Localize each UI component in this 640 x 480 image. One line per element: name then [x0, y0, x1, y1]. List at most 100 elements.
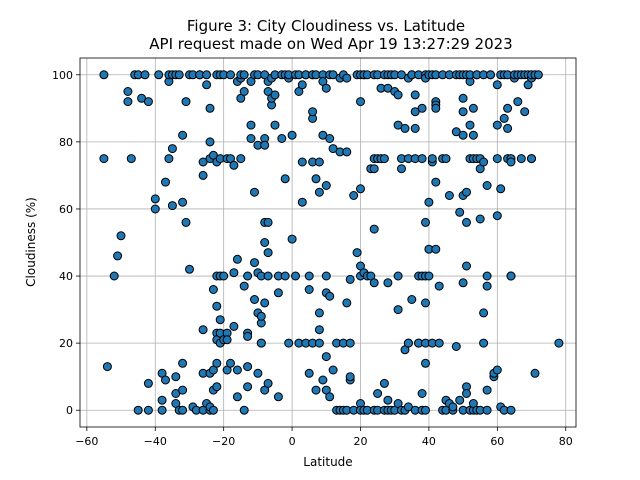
data-point: [229, 160, 239, 170]
x-tick-label: 0: [289, 435, 296, 448]
data-point: [448, 402, 458, 412]
data-point: [410, 123, 420, 133]
data-point: [397, 164, 406, 174]
data-point: [215, 315, 225, 325]
data-point: [421, 358, 430, 368]
data-point: [243, 331, 253, 341]
data-point: [400, 123, 410, 133]
data-point: [314, 157, 324, 167]
data-point: [492, 365, 502, 375]
data-point: [373, 389, 383, 398]
data-point: [468, 130, 478, 140]
data-point: [239, 87, 249, 96]
data-point: [441, 154, 451, 164]
data-point: [383, 278, 393, 288]
data-point: [154, 70, 164, 80]
data-point: [314, 338, 324, 348]
data-point: [421, 217, 430, 227]
plot-frame: [79, 57, 577, 428]
data-point: [167, 201, 177, 211]
data-point: [123, 87, 133, 96]
data-point: [369, 164, 379, 174]
data-point: [554, 338, 564, 348]
data-point: [212, 382, 222, 392]
data-point: [342, 73, 352, 83]
data-point: [513, 97, 523, 107]
data-point: [243, 271, 253, 281]
data-point: [325, 392, 335, 402]
data-point: [270, 120, 280, 130]
data-point: [516, 154, 526, 164]
data-point: [356, 97, 365, 107]
data-point: [468, 103, 478, 113]
y-axis-label: Cloudiness (%): [24, 197, 38, 287]
data-point: [250, 187, 259, 197]
data-point: [462, 389, 471, 398]
data-point: [273, 288, 283, 298]
data-point: [482, 271, 492, 281]
axis-ticks: −60 −40 −20 0 20 40 60 80 0 20 40 60 80 100: [52, 69, 573, 448]
data-point: [379, 154, 389, 164]
data-point: [297, 157, 307, 167]
data-point: [421, 405, 430, 415]
data-point: [287, 130, 297, 140]
data-point: [178, 197, 188, 207]
data-point: [202, 70, 212, 80]
data-point: [229, 268, 239, 278]
data-point: [239, 405, 249, 415]
data-point: [304, 285, 314, 294]
data-point: [427, 154, 437, 164]
data-point: [181, 217, 191, 227]
data-point: [345, 372, 355, 382]
data-point: [328, 365, 338, 375]
data-point: [133, 405, 143, 415]
y-tick-label: 80: [59, 136, 73, 149]
data-point: [116, 231, 126, 241]
data-point: [256, 311, 266, 321]
data-point: [499, 113, 509, 123]
data-point: [311, 385, 321, 395]
x-tick-label: −20: [212, 435, 235, 448]
data-point: [109, 271, 119, 281]
x-tick-label: 20: [353, 435, 367, 448]
data-point: [222, 335, 232, 345]
data-point: [113, 251, 123, 261]
data-point: [410, 90, 420, 100]
data-point: [342, 298, 352, 308]
data-point: [263, 248, 273, 258]
data-point: [530, 368, 540, 378]
data-point: [458, 278, 468, 288]
data-point: [527, 154, 536, 164]
x-tick-label: −40: [144, 435, 167, 448]
data-points: [99, 70, 564, 415]
data-point: [250, 295, 259, 304]
data-point: [174, 70, 184, 80]
data-point: [297, 80, 307, 90]
data-point: [321, 83, 331, 93]
data-point: [178, 405, 188, 415]
data-point: [314, 308, 324, 318]
x-tick-label: −60: [75, 435, 98, 448]
data-point: [208, 285, 218, 294]
data-point: [321, 271, 331, 281]
data-point: [198, 325, 208, 335]
data-point: [465, 120, 475, 130]
y-tick-label: 60: [59, 203, 73, 216]
data-point: [325, 291, 335, 301]
data-point: [280, 271, 290, 281]
data-point: [482, 181, 492, 190]
data-point: [239, 70, 249, 80]
chart-title-line1: Figure 3: City Cloudiness vs. Latitude: [187, 17, 465, 35]
data-point: [263, 271, 273, 281]
data-point: [349, 191, 359, 200]
data-point: [126, 154, 136, 164]
data-point: [123, 97, 133, 107]
data-point: [304, 271, 314, 281]
data-point: [239, 281, 249, 291]
data-point: [304, 368, 314, 378]
data-point: [482, 281, 492, 291]
data-point: [164, 154, 174, 164]
data-point: [150, 204, 160, 214]
data-point: [226, 358, 235, 368]
data-point: [506, 157, 516, 167]
